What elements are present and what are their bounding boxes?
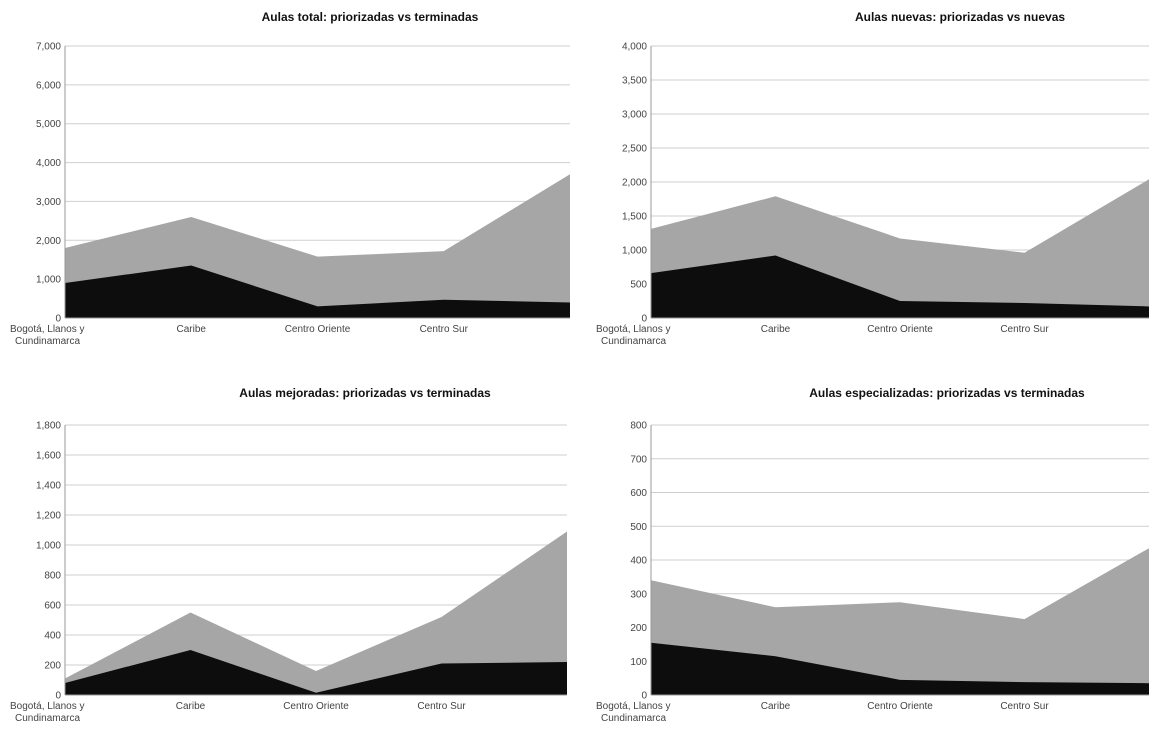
y-tick-label: 4,000: [622, 42, 647, 53]
y-tick-label: 400: [44, 631, 61, 642]
y-tick-label: 0: [55, 314, 61, 325]
x-tick-label: Centro Sur: [1000, 701, 1049, 712]
y-tick-label: 3,500: [622, 76, 647, 87]
chart-aulas-especializadas-svg: Aulas especializadas: priorizadas vs ter…: [596, 386, 1149, 724]
chart-aulas-nuevas: Aulas nuevas: priorizadas vs nuevas 0 500 1…: [580, 0, 1149, 365]
chart-title: Aulas total: priorizadas vs terminadas: [262, 10, 479, 24]
y-tick-label: 1,800: [36, 421, 61, 432]
y-tick-label: 200: [44, 661, 61, 672]
y-tick-label: 500: [630, 522, 647, 533]
x-tick-label: Bogotá, Llanos y Cundinamarca: [596, 324, 671, 347]
y-tick-label: 7,000: [36, 42, 61, 53]
chart-aulas-mejoradas-svg: Aulas mejoradas: priorizadas vs terminad…: [10, 386, 567, 724]
y-tick-label: 400: [630, 556, 647, 567]
x-tick-label: Centro Oriente: [867, 701, 933, 712]
chart-aulas-total-svg: Aulas total: priorizadas vs terminadas 0 1…: [10, 10, 570, 347]
y-tick-label: 200: [630, 623, 647, 634]
chart-aulas-total: Aulas total: priorizadas vs terminadas 0 1…: [0, 0, 570, 365]
y-tick-label: 300: [630, 589, 647, 600]
x-tick-label: Caribe: [761, 701, 791, 712]
y-tick-label: 800: [630, 421, 647, 432]
area-series-terminadas: [651, 642, 1149, 695]
chart-title: Aulas nuevas: priorizadas vs nuevas: [855, 10, 1065, 24]
y-tick-label: 1,000: [36, 275, 61, 286]
y-tick-label: 1,400: [36, 481, 61, 492]
y-tick-label: 600: [44, 601, 61, 612]
y-tick-label: 100: [630, 657, 647, 668]
x-tick-label: Caribe: [761, 324, 791, 335]
x-tick-label: Bogotá, Llanos y Cundinamarca: [10, 701, 85, 724]
chart-title: Aulas mejoradas: priorizadas vs terminad…: [239, 386, 491, 400]
x-tick-label: Bogotá, Llanos y Cundinamarca: [10, 324, 85, 347]
y-tick-label: 0: [641, 691, 647, 702]
y-tick-label: 5,000: [36, 119, 61, 130]
y-tick-label: 1,000: [622, 246, 647, 257]
y-tick-label: 1,200: [36, 511, 61, 522]
chart-aulas-nuevas-svg: Aulas nuevas: priorizadas vs nuevas 0 500 1…: [596, 10, 1149, 347]
x-tick-label: Caribe: [177, 324, 207, 335]
y-tick-label: 2,000: [36, 236, 61, 247]
y-tick-label: 700: [630, 454, 647, 465]
y-tick-label: 1,000: [36, 541, 61, 552]
x-tick-label: Centro Sur: [420, 324, 469, 335]
x-tick-label: Caribe: [176, 701, 206, 712]
y-tick-label: 2,000: [622, 178, 647, 189]
y-tick-label: 2,500: [622, 144, 647, 155]
chart-aulas-mejoradas: Aulas mejoradas: priorizadas vs terminad…: [0, 375, 570, 736]
y-tick-label: 4,000: [36, 158, 61, 169]
y-tick-label: 1,500: [622, 212, 647, 223]
x-tick-label: Centro Oriente: [285, 324, 351, 335]
area-series-terminadas: [651, 255, 1149, 318]
x-tick-label: Centro Oriente: [283, 701, 349, 712]
y-tick-label: 800: [44, 571, 61, 582]
x-tick-label: Centro Oriente: [867, 324, 933, 335]
y-tick-label: 600: [630, 488, 647, 499]
area-series-terminadas: [65, 265, 570, 318]
x-tick-label: Centro Sur: [1000, 324, 1049, 335]
chart-aulas-especializadas: Aulas especializadas: priorizadas vs ter…: [580, 375, 1149, 736]
x-tick-label: Centro Sur: [417, 701, 466, 712]
y-tick-label: 0: [641, 314, 647, 325]
y-tick-label: 0: [55, 691, 61, 702]
y-tick-label: 3,000: [622, 110, 647, 121]
chart-title: Aulas especializadas: priorizadas vs ter…: [809, 386, 1085, 400]
y-tick-label: 500: [630, 280, 647, 291]
y-tick-label: 3,000: [36, 197, 61, 208]
y-tick-label: 1,600: [36, 451, 61, 462]
y-tick-label: 6,000: [36, 80, 61, 91]
x-tick-label: Bogotá, Llanos y Cundinamarca: [596, 701, 671, 724]
area-series-terminadas: [65, 650, 567, 695]
